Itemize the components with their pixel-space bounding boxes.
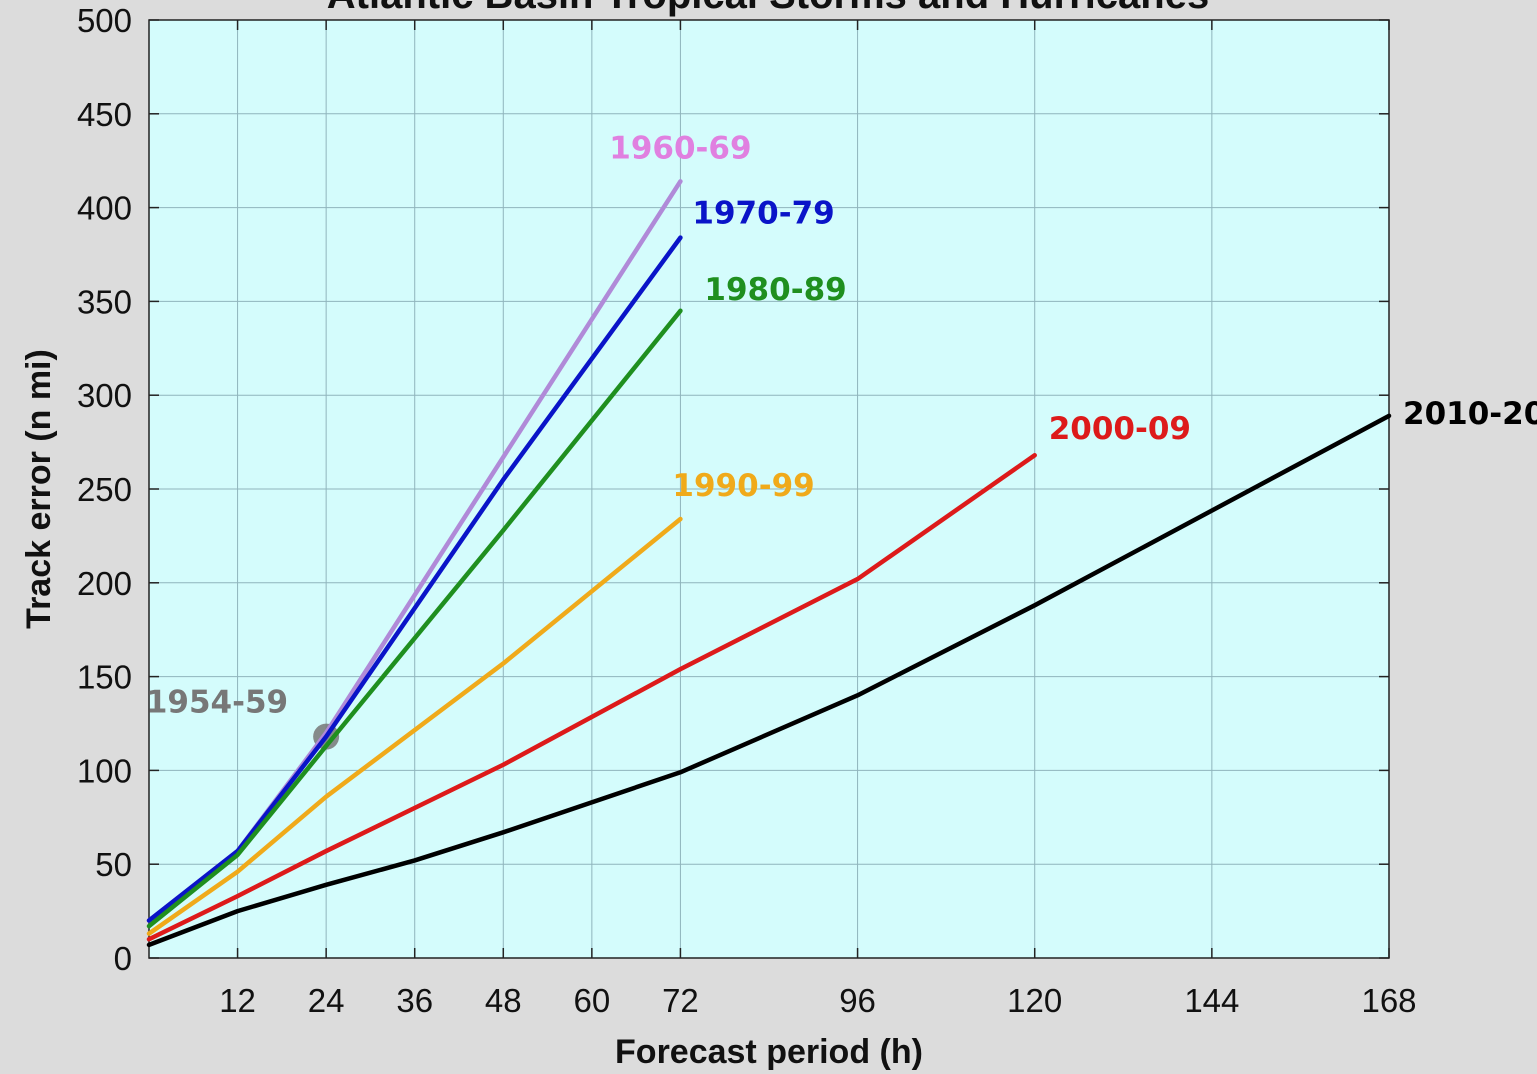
y-tick-label: 300 [77,377,132,414]
x-tick-label: 168 [1361,982,1416,1019]
y-tick-label: 350 [77,283,132,320]
y-tick-label: 250 [77,471,132,508]
y-tick-label: 0 [114,940,132,977]
y-tick-label: 200 [77,565,132,602]
y-tick-label: 400 [77,190,132,227]
y-axis-title: Track error (n mi) [20,349,58,629]
series-label-1970-79: 1970-79 [692,196,834,232]
series-label-1954-59: 1954-59 [146,685,288,721]
series-labels: 1954-59 1960-69 1970-79 1980-89 1990-99 2000-… [146,130,1537,720]
plot-frame [148,19,1390,959]
y-tick-label: 500 [77,2,132,39]
series-line-1980-89 [146,308,683,929]
x-tick-label: 144 [1184,982,1239,1019]
y-tick-label: 50 [95,846,132,883]
y-tick-label: 150 [77,659,132,696]
series-line-1990-99 [146,516,683,936]
x-axis-title: Forecast period (h) [615,1033,923,1071]
x-tick-label: 96 [839,982,876,1019]
x-tick-label: 36 [396,982,433,1019]
series-label-2000-09: 2000-09 [1049,411,1191,447]
axis-ticks: 12 24 36 48 60 72 96 120 144 168 0 50 100 150 200 250 30… [77,2,1417,1019]
series-group [146,179,1392,948]
x-tick-label: 120 [1007,982,1062,1019]
series-label-1960-69: 1960-69 [609,130,751,166]
series-line-1970-79 [146,235,683,923]
y-tick-label: 100 [77,752,132,789]
series-label-1980-89: 1980-89 [704,272,846,308]
x-tick-label: 12 [219,982,256,1019]
x-tick-label: 60 [573,982,610,1019]
series-label-2010-20: 2010-20 [1403,396,1537,432]
series-line-2000-09 [146,452,1037,942]
series-line-2010-20 [146,413,1392,948]
x-tick-label: 72 [662,982,699,1019]
x-tick-label: 24 [308,982,345,1019]
chart-title: Atlantic Basin Tropical Storms and Hurri… [327,0,1209,17]
series-label-1990-99: 1990-99 [672,468,814,504]
x-tick-label: 48 [485,982,522,1019]
y-tick-label: 450 [77,96,132,133]
